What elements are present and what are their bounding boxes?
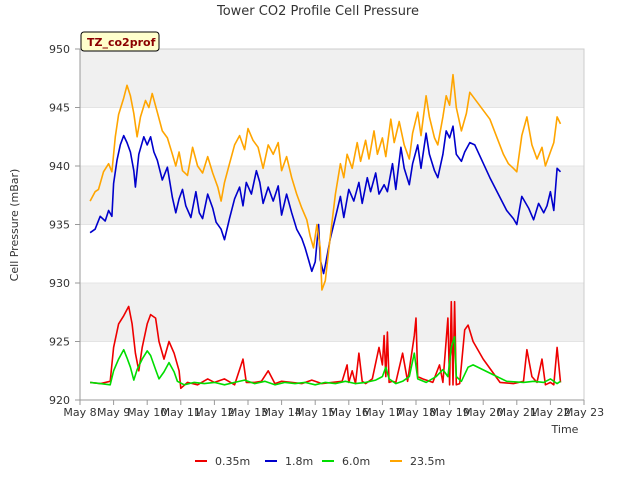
x-tick-label: May 17 bbox=[362, 406, 402, 419]
x-tick-label: May 14 bbox=[261, 406, 301, 419]
x-tick-label: May 23 bbox=[564, 406, 604, 419]
x-tick-label: May 12 bbox=[194, 406, 234, 419]
y-axis: 920 925 930 935 940 945 950 bbox=[49, 43, 81, 407]
x-tick-label: May 22 bbox=[530, 406, 570, 419]
x-tick-label: May 11 bbox=[161, 406, 201, 419]
legend-label: 23.5m bbox=[410, 455, 445, 468]
x-tick-label: May 18 bbox=[396, 406, 436, 419]
series-line-6.0m bbox=[90, 336, 561, 386]
y-tick-label: 945 bbox=[49, 102, 70, 115]
x-tick-label: May 8 bbox=[63, 406, 96, 419]
y-tick-label: 950 bbox=[49, 43, 70, 56]
background-band bbox=[80, 49, 584, 108]
x-axis-label: Time bbox=[551, 423, 579, 436]
x-tick-label: May 20 bbox=[463, 406, 503, 419]
legend-label: 6.0m bbox=[342, 455, 370, 468]
chart-title: Tower CO2 Profile Cell Pressure bbox=[216, 4, 419, 19]
y-tick-label: 935 bbox=[49, 219, 70, 232]
x-tick-label: May 9 bbox=[97, 406, 130, 419]
x-tick-label: May 19 bbox=[429, 406, 469, 419]
annotation-text: TZ_co2prof bbox=[87, 36, 156, 49]
legend-label: 0.35m bbox=[215, 455, 250, 468]
x-tick-label: May 10 bbox=[127, 406, 167, 419]
y-tick-label: 920 bbox=[49, 394, 70, 407]
series-layer bbox=[89, 73, 562, 390]
x-tick-label: May 15 bbox=[295, 406, 335, 419]
x-tick-label: May 13 bbox=[228, 406, 268, 419]
y-tick-label: 940 bbox=[49, 160, 70, 173]
background-band bbox=[80, 283, 584, 342]
series-line-23.5m bbox=[89, 73, 562, 291]
y-tick-label: 925 bbox=[49, 336, 70, 349]
series-line-0.35m bbox=[90, 300, 562, 390]
y-axis-label: Cell Pressure (mBar) bbox=[8, 169, 21, 282]
legend-label: 1.8m bbox=[285, 455, 313, 468]
annotation-box: TZ_co2prof bbox=[80, 31, 160, 52]
x-tick-label: May 21 bbox=[497, 406, 537, 419]
series-line-1.8m bbox=[89, 125, 562, 275]
y-tick-label: 930 bbox=[49, 277, 70, 290]
legend: 0.35m 1.8m 6.0m 23.5m bbox=[195, 455, 445, 468]
x-tick-label: May 16 bbox=[329, 406, 369, 419]
background-bands bbox=[80, 49, 584, 342]
